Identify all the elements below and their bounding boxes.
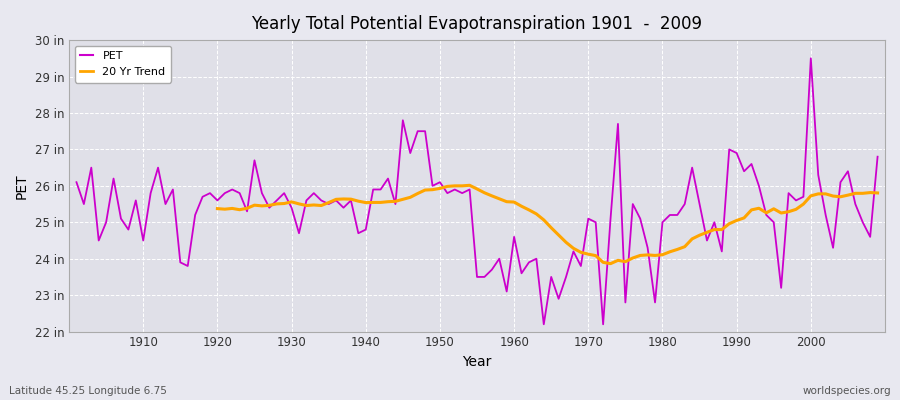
- 20 Yr Trend: [293, 202, 304, 206]
- Title: Yearly Total Potential Evapotranspiration 1901  -  2009: Yearly Total Potential Evapotranspiratio…: [251, 15, 703, 33]
- 20 Yr Trend: [872, 190, 883, 195]
- X-axis label: Year: Year: [463, 355, 491, 369]
- PET: [508, 234, 519, 239]
- Text: worldspecies.org: worldspecies.org: [803, 386, 891, 396]
- Line: 20 Yr Trend: 20 Yr Trend: [218, 185, 877, 264]
- PET: [806, 56, 816, 61]
- 20 Yr Trend: [508, 200, 519, 204]
- Text: Latitude 45.25 Longitude 6.75: Latitude 45.25 Longitude 6.75: [9, 386, 166, 396]
- PET: [71, 180, 82, 185]
- 20 Yr Trend: [338, 196, 349, 201]
- PET: [605, 216, 616, 221]
- PET: [338, 205, 349, 210]
- PET: [872, 154, 883, 159]
- 20 Yr Trend: [501, 199, 512, 204]
- Line: PET: PET: [76, 58, 878, 324]
- PET: [538, 322, 549, 327]
- PET: [293, 231, 304, 236]
- Y-axis label: PET: PET: [15, 173, 29, 199]
- PET: [501, 289, 512, 294]
- 20 Yr Trend: [598, 260, 608, 265]
- PET: [130, 198, 141, 203]
- Legend: PET, 20 Yr Trend: PET, 20 Yr Trend: [75, 46, 171, 82]
